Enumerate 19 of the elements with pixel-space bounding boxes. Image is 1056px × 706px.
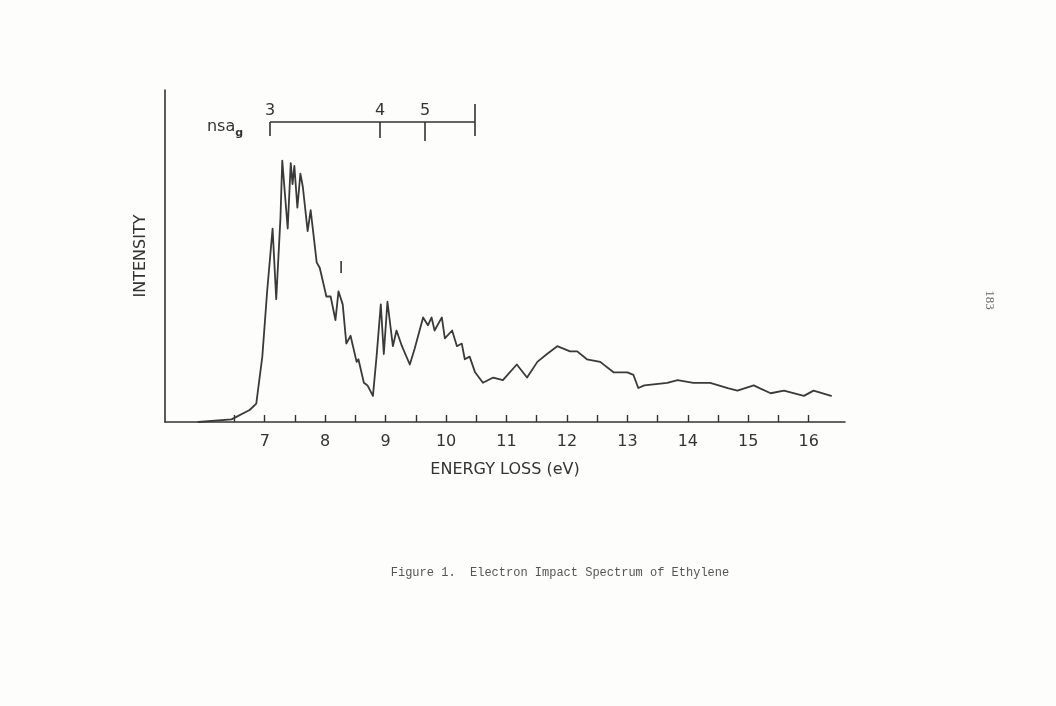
text: nsa$_{g}$ [206,116,244,139]
text: 5 [419,100,431,119]
x-tick-label: 16 [798,430,819,450]
x-tick-label: 13 [617,430,638,450]
x-tick-label: 9 [380,430,391,450]
annotation: I [338,258,344,277]
text: 3 [264,100,276,119]
x-tick-label: 12 [556,430,578,450]
x-tick-label: 15 [738,430,759,450]
x-tick-label: 8 [320,430,331,450]
x-tick-label: 14 [677,430,699,450]
text: 183 [982,290,998,310]
x-axis-title: ENERGY LOSS (eV) [430,458,580,478]
y-axis-title: INTENSITY [129,214,149,298]
text: Figure 1. Electron Impact Spectrum of Ethylene [390,566,730,580]
x-tick-label: 7 [259,430,270,450]
text: 4 [374,100,386,119]
x-tick-label: 11 [496,430,517,450]
x-tick-label: 10 [435,430,457,450]
